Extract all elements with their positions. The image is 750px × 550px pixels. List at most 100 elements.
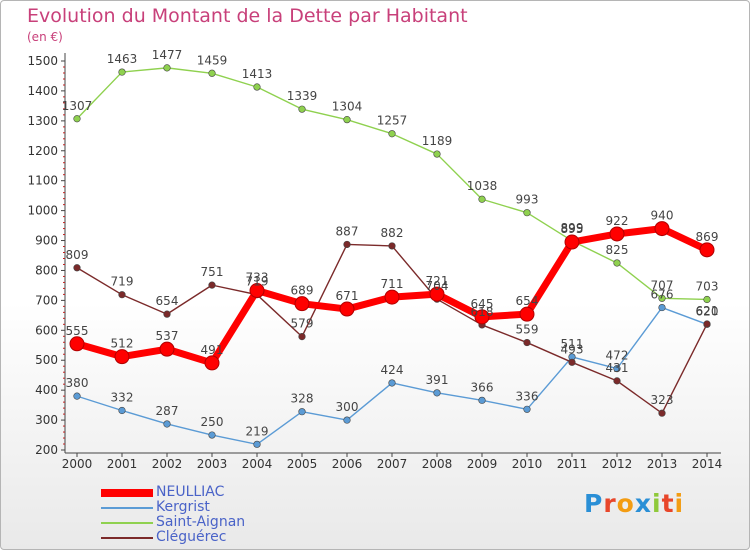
data-label: 1189 bbox=[422, 134, 453, 148]
data-point bbox=[658, 409, 666, 417]
data-label: 809 bbox=[66, 248, 89, 262]
data-label: 620 bbox=[696, 304, 719, 318]
data-point bbox=[384, 289, 400, 305]
data-point bbox=[204, 355, 220, 371]
data-label: 993 bbox=[516, 193, 539, 207]
data-point bbox=[343, 240, 351, 249]
legend-item: NEULLIAC bbox=[101, 484, 401, 500]
data-point bbox=[69, 336, 85, 352]
data-label: 887 bbox=[336, 224, 359, 238]
data-point bbox=[343, 116, 351, 124]
data-label: 1477 bbox=[152, 48, 183, 62]
y-tick-label: 400 bbox=[35, 383, 58, 397]
data-label: 869 bbox=[696, 230, 719, 244]
legend-swatch bbox=[101, 522, 153, 524]
data-label: 751 bbox=[201, 265, 224, 279]
y-tick-label: 700 bbox=[35, 293, 58, 307]
data-point bbox=[208, 69, 216, 77]
data-point bbox=[73, 115, 81, 123]
data-label: 391 bbox=[426, 373, 449, 387]
data-point bbox=[163, 420, 171, 428]
y-tick-label: 1300 bbox=[27, 114, 58, 128]
y-tick-label: 800 bbox=[35, 263, 58, 277]
data-point bbox=[73, 392, 81, 400]
data-label: 676 bbox=[651, 288, 674, 302]
data-point bbox=[294, 296, 310, 312]
x-tick-label: 2013 bbox=[647, 457, 678, 471]
data-label: 882 bbox=[381, 226, 404, 240]
y-tick-label: 1200 bbox=[27, 144, 58, 158]
data-label: 719 bbox=[111, 275, 134, 289]
data-point bbox=[118, 291, 126, 299]
x-tick-label: 2007 bbox=[377, 457, 408, 471]
data-point bbox=[658, 303, 666, 312]
data-point bbox=[478, 195, 486, 203]
data-point bbox=[118, 406, 126, 415]
data-point bbox=[523, 338, 531, 347]
legend-swatch bbox=[101, 507, 153, 509]
x-tick-label: 2004 bbox=[242, 457, 273, 471]
data-point bbox=[388, 130, 396, 138]
data-label: 1038 bbox=[467, 179, 498, 193]
data-label: 1459 bbox=[197, 53, 228, 67]
y-tick-label: 1400 bbox=[27, 84, 58, 98]
data-point bbox=[388, 242, 396, 250]
x-tick-label: 2001 bbox=[107, 457, 138, 471]
y-tick-label: 600 bbox=[35, 323, 58, 337]
x-tick-label: 2000 bbox=[62, 457, 93, 471]
data-label: 1257 bbox=[377, 114, 408, 128]
x-tick-label: 2005 bbox=[287, 457, 318, 471]
y-tick-label: 1500 bbox=[27, 54, 58, 68]
data-label: 493 bbox=[561, 342, 584, 356]
x-tick-label: 2014 bbox=[692, 457, 723, 471]
data-label: 250 bbox=[201, 415, 224, 429]
data-label: 895 bbox=[561, 222, 584, 236]
legend-item: Kergrist bbox=[101, 499, 401, 515]
data-label: 689 bbox=[291, 284, 314, 298]
data-point bbox=[208, 431, 216, 439]
data-label: 721 bbox=[426, 274, 449, 288]
data-label: 323 bbox=[651, 393, 674, 407]
data-label: 472 bbox=[606, 349, 629, 363]
y-tick-label: 200 bbox=[35, 443, 58, 457]
data-point bbox=[523, 209, 531, 217]
x-tick-label: 2008 bbox=[422, 457, 453, 471]
data-point bbox=[478, 396, 486, 404]
legend: NEULLIAC Kergrist Saint-Aignan Cléguérec bbox=[101, 484, 401, 545]
legend-label: Kergrist bbox=[156, 499, 210, 515]
data-label: 654 bbox=[156, 294, 179, 308]
data-point bbox=[249, 283, 265, 299]
x-tick-label: 2002 bbox=[152, 457, 183, 471]
y-tick-label: 300 bbox=[35, 413, 58, 427]
data-label: 491 bbox=[201, 343, 224, 357]
x-tick-label: 2003 bbox=[197, 457, 228, 471]
data-point bbox=[118, 68, 126, 76]
data-point bbox=[433, 150, 441, 158]
data-label: 703 bbox=[696, 279, 719, 293]
data-label: 579 bbox=[291, 317, 314, 331]
data-label: 733 bbox=[246, 271, 269, 285]
data-label: 707 bbox=[651, 278, 674, 292]
data-point bbox=[208, 281, 216, 289]
data-label: 424 bbox=[381, 363, 404, 377]
data-label: 511 bbox=[561, 337, 584, 351]
data-point bbox=[613, 365, 621, 373]
data-point bbox=[114, 349, 130, 365]
data-point bbox=[163, 310, 171, 318]
data-point bbox=[658, 294, 666, 302]
chart-unit: (en €) bbox=[27, 30, 63, 44]
data-label: 719 bbox=[246, 275, 269, 289]
legend-swatch bbox=[101, 489, 153, 497]
y-tick-label: 500 bbox=[35, 353, 58, 367]
data-label: 559 bbox=[516, 323, 539, 337]
data-label: 336 bbox=[516, 389, 539, 403]
data-point bbox=[568, 358, 576, 366]
data-label: 287 bbox=[156, 404, 179, 418]
data-label: 300 bbox=[336, 400, 359, 414]
data-label: 537 bbox=[156, 329, 179, 343]
y-tick-label: 1100 bbox=[27, 174, 58, 188]
data-label: 380 bbox=[66, 376, 89, 390]
data-label: 654 bbox=[516, 294, 539, 308]
